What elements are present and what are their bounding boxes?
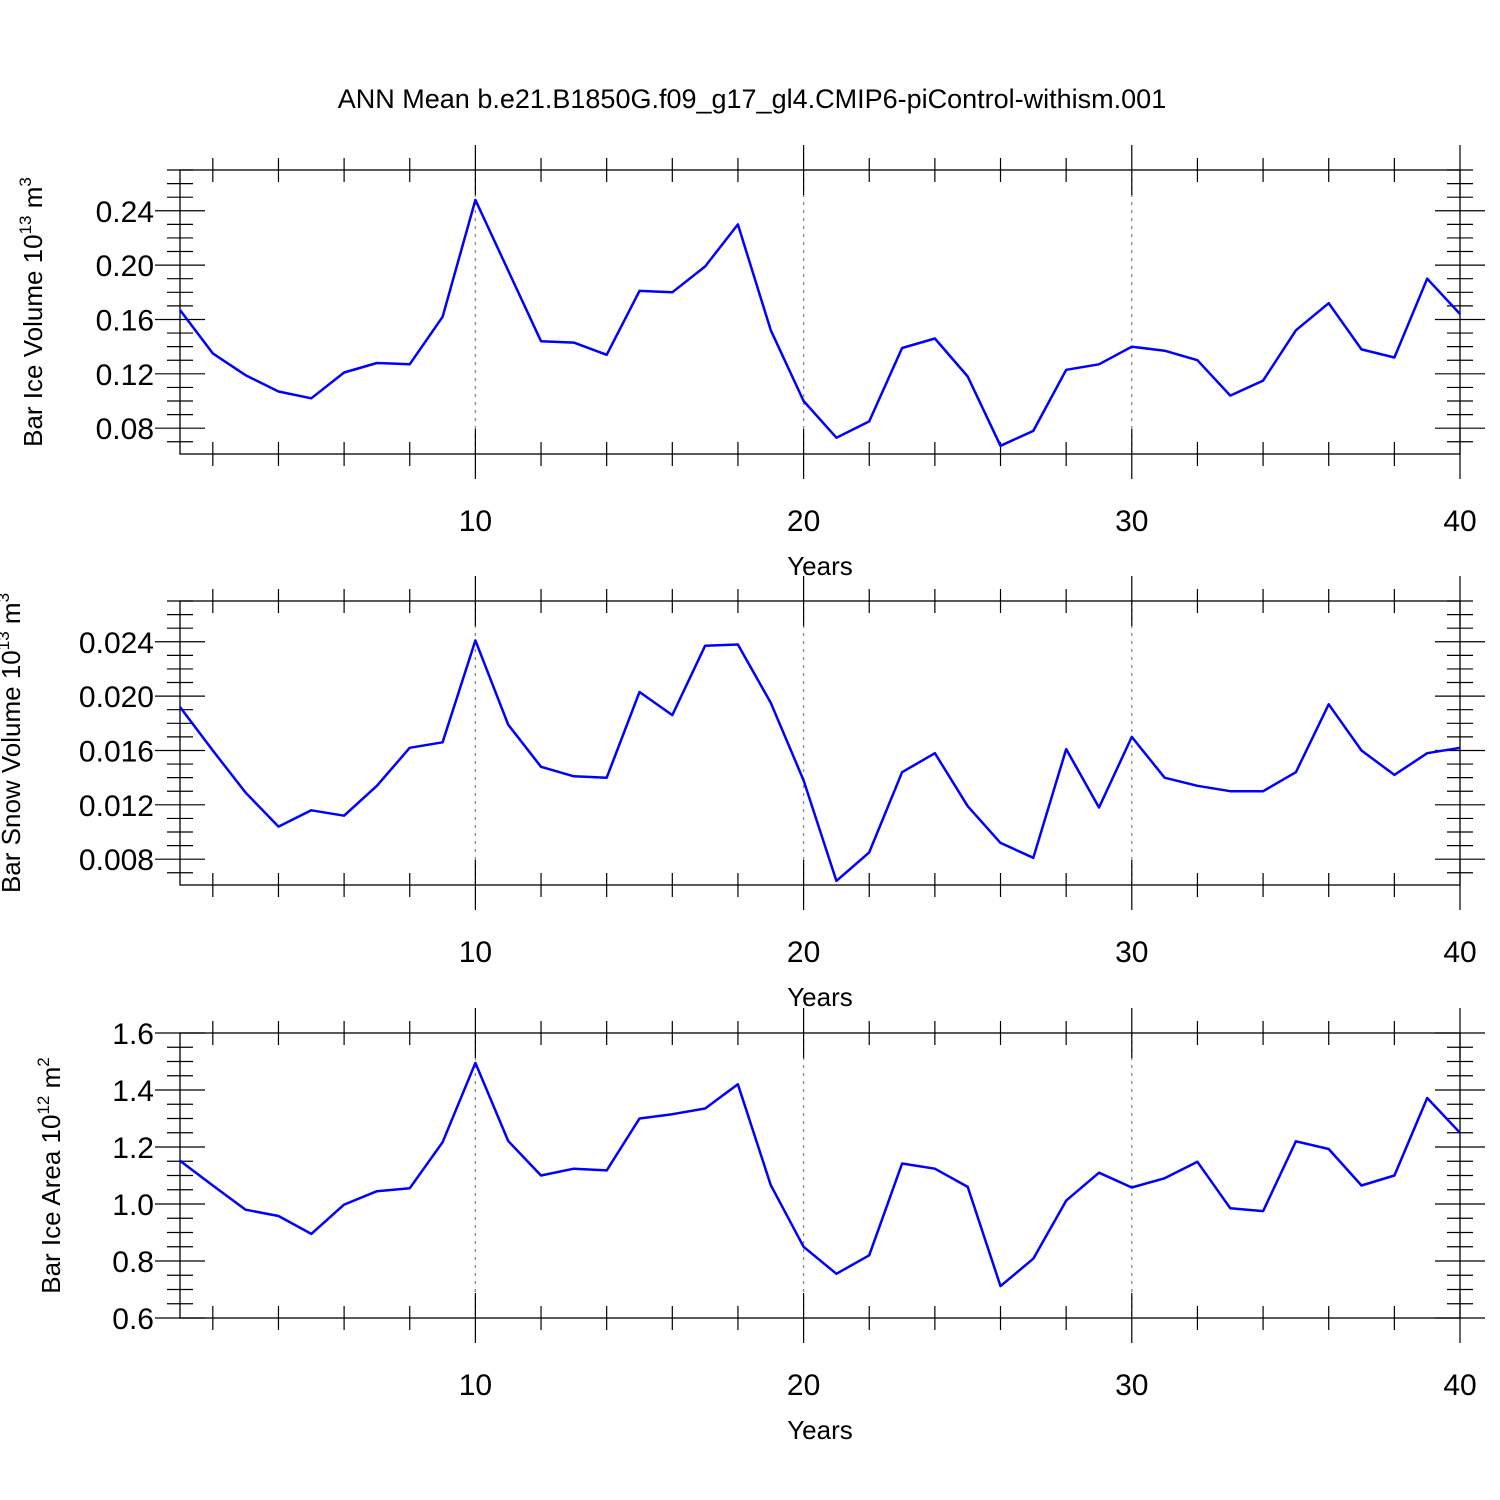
x-tick-label: 40 xyxy=(1443,1369,1476,1402)
chart-panel-1: 0.08 0.12 0.16 0.20 0.24 10 20 30 40 Years Bar Ice… xyxy=(16,145,1485,581)
y-tick-label: 0.6 xyxy=(112,1303,154,1336)
y-tick-label: 0.16 xyxy=(96,304,154,337)
x-tick-label: 20 xyxy=(787,1369,820,1402)
y-tick-label: 0.8 xyxy=(112,1246,154,1279)
x-tick-label: 10 xyxy=(459,936,492,969)
y-tick-label: 1.6 xyxy=(112,1018,154,1051)
plot-frame xyxy=(179,169,1461,455)
x-tick-label: 40 xyxy=(1443,505,1476,538)
y-axis-label: Bar Ice Volume 1013 m3 xyxy=(16,177,48,447)
x-tick-label: 20 xyxy=(787,505,820,538)
y-tick-label: 1.2 xyxy=(112,1132,154,1165)
y-tick-label: 0.012 xyxy=(79,790,154,823)
x-tick-label: 20 xyxy=(787,936,820,969)
y-tick-label: 0.08 xyxy=(96,413,154,446)
y-tick-label: 1.4 xyxy=(112,1075,154,1108)
y-tick-label: 0.016 xyxy=(79,735,154,768)
y-axis-label: Bar Ice Area 1012 m2 xyxy=(34,1057,66,1294)
panels-container: 0.08 0.12 0.16 0.20 0.24 10 20 30 40 Years Bar Ice… xyxy=(0,145,1485,1445)
series-line xyxy=(179,1061,1461,1288)
x-tick-label: 30 xyxy=(1115,936,1148,969)
x-tick-label: 30 xyxy=(1115,505,1148,538)
x-axis-label: Years xyxy=(787,551,853,581)
plot-frame xyxy=(179,600,1461,886)
x-tick-label: 10 xyxy=(459,505,492,538)
plot-frame xyxy=(179,1032,1461,1319)
y-tick-label: 1.0 xyxy=(112,1189,154,1222)
y-tick-label: 0.008 xyxy=(79,844,154,877)
chart-panel-2: 0.008 0.012 0.016 0.020 0.024 10 20 30 40 Years Ba… xyxy=(0,576,1485,1012)
figure-title: ANN Mean b.e21.B1850G.f09_g17_gl4.CMIP6-… xyxy=(338,84,1166,114)
x-tick-label: 30 xyxy=(1115,1369,1148,1402)
x-axis-label: Years xyxy=(787,982,853,1012)
x-tick-label: 10 xyxy=(459,1369,492,1402)
series-line xyxy=(179,639,1461,883)
y-tick-label: 0.20 xyxy=(96,250,154,283)
chart-panel-3: 0.6 0.8 1.0 1.2 1.4 1.6 10 20 30 40 Years Bar Ice A… xyxy=(34,1008,1485,1445)
x-tick-label: 40 xyxy=(1443,936,1476,969)
y-axis-label: Bar Snow Volume 1013 m3 xyxy=(0,593,26,893)
y-tick-label: 0.24 xyxy=(96,196,154,229)
x-axis-label: Years xyxy=(787,1415,853,1445)
series-line xyxy=(179,198,1461,448)
y-tick-label: 0.020 xyxy=(79,681,154,714)
y-tick-label: 0.024 xyxy=(79,627,154,660)
y-tick-label: 0.12 xyxy=(96,359,154,392)
